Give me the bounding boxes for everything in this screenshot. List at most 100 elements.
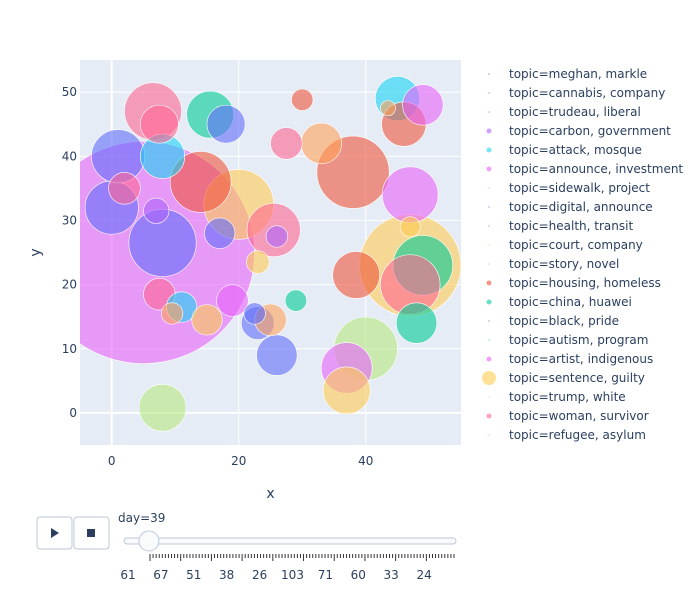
legend-label: topic=carbon, government [509, 124, 671, 138]
legend-marker [488, 92, 490, 94]
y-tick-label: 0 [69, 406, 77, 420]
legend-marker [488, 187, 490, 189]
play-icon [51, 528, 59, 538]
legend-item[interactable]: topic=carbon, government [486, 124, 672, 138]
legend-item[interactable]: topic=attack, mosque [486, 143, 642, 157]
bubble-point[interactable] [243, 302, 266, 325]
legend-marker [486, 356, 492, 362]
legend-marker [488, 396, 490, 398]
legend-item[interactable]: topic=housing, homeless [486, 276, 661, 290]
bubble-point[interactable] [399, 216, 421, 238]
legend-label: topic=court, company [509, 238, 643, 252]
slider-tick-label: 103 [281, 568, 304, 582]
y-tick-label: 50 [62, 85, 77, 99]
legend-marker [486, 299, 492, 305]
slider-track[interactable] [123, 537, 457, 545]
bubble-point[interactable] [332, 251, 381, 299]
play-button[interactable] [36, 516, 73, 550]
bubble-point[interactable] [284, 289, 307, 312]
y-tick-label: 10 [62, 342, 77, 356]
bubble-point[interactable] [246, 250, 270, 274]
x-tick-label: 40 [358, 454, 373, 468]
bubble-point[interactable] [204, 217, 236, 249]
legend-label: topic=china, huawei [509, 295, 632, 309]
legend-label: topic=digital, announce [509, 200, 653, 214]
legend-item[interactable]: topic=china, huawei [486, 295, 632, 309]
axes: 0 20 40 0 10 20 30 40 50 [62, 85, 374, 468]
legend-marker [488, 263, 490, 265]
legend-label: topic=sentence, guilty [509, 371, 645, 385]
bubble-point[interactable] [140, 104, 179, 144]
bubble-point[interactable] [143, 197, 170, 224]
legend-marker [488, 73, 490, 75]
y-tick-label: 40 [62, 149, 77, 163]
legend-marker [488, 320, 490, 322]
bubble-point[interactable] [216, 284, 249, 317]
bubble-point[interactable] [206, 104, 246, 144]
bubble-point[interactable] [300, 122, 342, 165]
animation-slider[interactable]: 61 67 51 38 26 103 71 60 33 24 [120, 530, 457, 582]
legend-marker [486, 128, 492, 134]
stop-button[interactable] [73, 516, 110, 550]
legend-marker [482, 371, 496, 385]
legend-marker [488, 225, 490, 227]
slider-handle[interactable] [138, 530, 160, 552]
bubble-layer[interactable] [32, 75, 461, 432]
legend-item[interactable]: topic=announce, investment [486, 162, 684, 176]
bubble-point[interactable] [265, 225, 288, 248]
legend-item[interactable]: topic=autism, program [488, 333, 648, 347]
slider-tick-label: 38 [219, 568, 234, 582]
y-tick-label: 20 [62, 278, 77, 292]
legend-item[interactable]: topic=story, novel [488, 257, 619, 271]
slider-tick-label: 33 [384, 568, 399, 582]
legend-item[interactable]: topic=cannabis, company [488, 86, 665, 100]
bubble-point[interactable] [138, 383, 187, 432]
slider-tick-label: 67 [153, 568, 168, 582]
legend-item[interactable]: topic=health, transit [488, 219, 633, 233]
legend-item[interactable]: topic=woman, survivor [486, 409, 649, 423]
legend-label: topic=attack, mosque [509, 143, 642, 157]
legend-label: topic=housing, homeless [509, 276, 661, 290]
slider-tick-label: 61 [120, 568, 135, 582]
legend-marker [488, 339, 490, 341]
legend-item[interactable]: topic=sidewalk, project [488, 181, 650, 195]
slider-tick-label: 71 [318, 568, 333, 582]
legend-item[interactable]: topic=meghan, markle [488, 67, 647, 81]
legend-marker [486, 413, 492, 419]
bubble-point[interactable] [160, 302, 184, 325]
legend-label: topic=sidewalk, project [509, 181, 650, 195]
legend-label: topic=health, transit [509, 219, 633, 233]
legend-marker [488, 244, 490, 246]
legend-label: topic=refugee, asylum [509, 428, 646, 442]
plot-area [32, 60, 461, 445]
legend-label: topic=story, novel [509, 257, 619, 271]
stop-icon [87, 529, 95, 537]
bubble-point[interactable] [402, 84, 444, 126]
legend-marker [486, 280, 492, 286]
bubble-point[interactable] [380, 100, 396, 117]
legend-item[interactable]: topic=refugee, asylum [488, 428, 646, 442]
bubble-point[interactable] [381, 166, 439, 223]
bubble-point[interactable] [169, 151, 232, 213]
y-tick-label: 30 [62, 213, 77, 227]
bubble-point[interactable] [270, 127, 303, 160]
legend-label: topic=woman, survivor [509, 409, 649, 423]
legend[interactable]: topic=meghan, markle topic=cannabis, comp… [482, 67, 683, 442]
bubble-point[interactable] [395, 302, 438, 344]
legend-marker [488, 206, 490, 208]
legend-item[interactable]: topic=artist, indigenous [486, 352, 654, 366]
legend-item[interactable]: topic=trump, white [488, 390, 626, 404]
bubble-point[interactable] [256, 334, 298, 376]
bubble-point[interactable] [322, 366, 371, 415]
legend-item[interactable]: topic=black, pride [488, 314, 619, 328]
bubble-point[interactable] [108, 172, 141, 205]
legend-item[interactable]: topic=court, company [488, 238, 643, 252]
legend-item[interactable]: topic=sentence, guilty [482, 371, 645, 385]
legend-item[interactable]: topic=digital, announce [488, 200, 653, 214]
bubble-point[interactable] [191, 304, 223, 336]
legend-item[interactable]: topic=trudeau, liberal [488, 105, 641, 119]
slider-tick-label: 24 [416, 568, 431, 582]
slider-current-value: day=39 [118, 511, 165, 525]
bubble-point[interactable] [291, 88, 314, 111]
